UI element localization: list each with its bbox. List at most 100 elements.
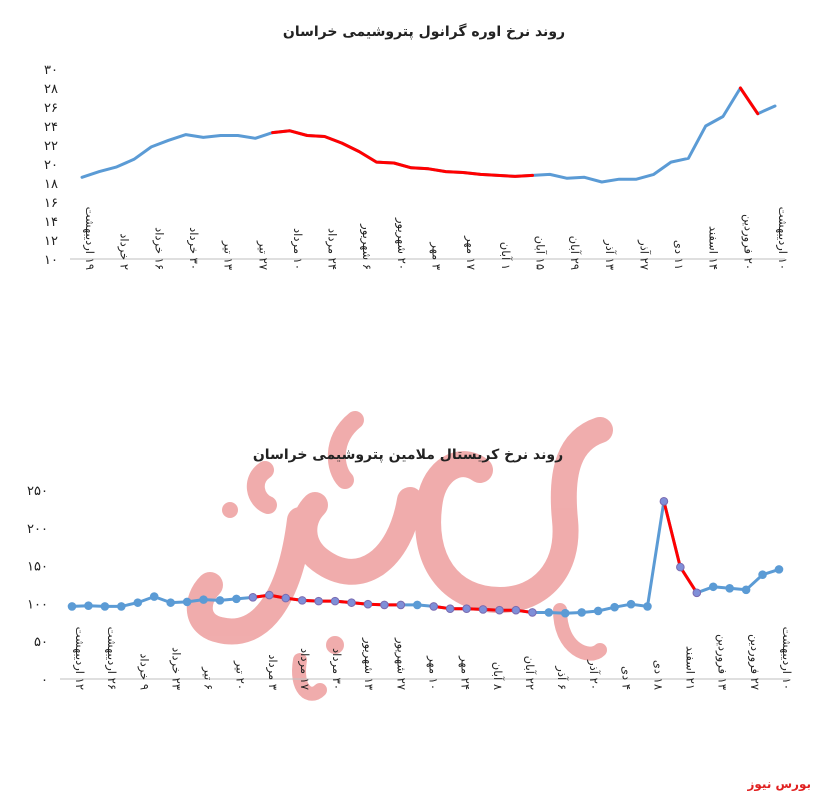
chart-melamine-data-point: [215, 596, 225, 605]
chart-melamine-data-point: [560, 608, 570, 618]
chart-melamine-data-point: [725, 583, 734, 593]
chart-melamine-data-point: [314, 596, 323, 606]
brand-footer: بورس نیوز: [747, 777, 811, 791]
chart-melamine-y-tick-label: ۱۵۰: [27, 560, 48, 575]
chart-melamine-data-point: [692, 588, 702, 598]
chart-melamine-y-tick-label: ۰: [41, 673, 48, 688]
chart-melamine-data-point: [281, 593, 291, 603]
chart-urea-x-tick-labels: ۱۹ اردیبهشت ۲ خرداد ۱۶ خرداد ۳۰ خرداد ۱۳ تیر…: [82, 207, 790, 270]
chart-melamine-x-tick-label: ۲۲ آبان: [523, 656, 537, 690]
chart-melamine-data-point: [182, 597, 192, 607]
chart-urea-y-tick-label: ۲۰: [44, 158, 58, 173]
chart-melamine-y-tick-label: ۲۰۰: [27, 522, 48, 537]
chart-melamine-data-point: [166, 598, 175, 607]
chart-melamine-y-tick-label: ۱۰۰: [27, 597, 48, 612]
watermark-logo: [186, 411, 613, 701]
chart-melamine-data-point: [67, 602, 77, 611]
chart-melamine-title: روند نرخ کریستال ملامین پتروشیمی خراسان: [253, 447, 563, 463]
chart-melamine-data-point: [265, 590, 274, 600]
chart-melamine-data-point: [149, 592, 159, 601]
chart-urea-y-tick-label: ۲۲: [44, 139, 58, 154]
chart-melamine-data-point: [462, 604, 471, 613]
chart-melamine-x-tick-label: ۲۷ شهریور: [393, 637, 408, 690]
chart-melamine-data-point: [528, 608, 537, 617]
chart-urea-x-tick-label: ۲۹ آبان: [568, 236, 582, 270]
chart-melamine-x-tick-label: ۱۲ اردیبهشت: [72, 627, 87, 690]
chart-melamine-data-point: [232, 594, 241, 604]
chart-urea-y-tick-label: ۱۴: [44, 215, 58, 230]
chart-melamine-data-point: [758, 570, 767, 579]
chart-melamine-x-tick-label: ۴ دی: [619, 666, 633, 690]
chart-melamine-y-tick-label: ۵۰: [34, 635, 48, 650]
chart-melamine-data-point: [297, 596, 307, 605]
chart-urea-x-tick-label: ۱۳ تیر: [221, 240, 236, 270]
chart-melamine-data-point: [100, 602, 110, 611]
chart-urea-highlight-segment: [271, 129, 534, 178]
chart-urea-y-tick-label: ۲۴: [44, 120, 58, 135]
chart-melamine-x-tick-label: ۱۳ فروردین: [715, 634, 730, 690]
chart-melamine-x-tick-label: ۲۳ خرداد: [168, 647, 183, 690]
chart-urea-x-tick-label: ۲۰ فروردین: [740, 214, 755, 270]
chart-urea-y-tick-label: ۲۶: [44, 101, 58, 116]
chart-melamine-data-point: [445, 604, 455, 613]
chart-urea-x-tick-label: ۲۷ تیر: [255, 240, 270, 270]
chart-melamine-data-point: [248, 593, 258, 602]
chart-urea-x-tick-label: ۱۹ اردیبهشت: [82, 207, 97, 270]
chart-urea-x-tick-label: ۱ آبان: [499, 242, 513, 270]
chart-melamine-x-tick-labels: ۱۲ اردیبهشت ۲۶ اردیبهشت ۹ خرداد ۲۳ خرداد ۶ ت…: [72, 627, 794, 690]
chart-melamine-data-point: [511, 605, 521, 615]
chart-urea-x-tick-label: ۱۰ مرداد: [290, 228, 305, 270]
chart-melamine-data-point: [84, 601, 93, 610]
chart-urea-x-tick-label: ۱۰ اردیبهشت: [775, 207, 790, 270]
chart-urea-y-tick-label: ۱۸: [44, 177, 58, 192]
chart-melamine-markers: [67, 497, 784, 618]
chart-melamine-x-tick-label: ۲۴ مهر: [458, 655, 473, 690]
chart-melamine: روند نرخ کریستال ملامین پتروشیمی خراسان …: [27, 447, 794, 690]
chart-melamine-x-tick-label: ۱۳ شهریور: [361, 637, 376, 690]
chart-urea-x-tick-label: ۲۷ آذر: [636, 239, 651, 270]
chart-melamine-x-tick-label: ۸ آبان: [491, 662, 505, 690]
chart-melamine-x-tick-label: ۲۰ تیر: [233, 660, 248, 690]
chart-melamine-data-point: [330, 596, 340, 606]
chart-urea-highlight-segment: [738, 86, 760, 116]
chart-melamine-data-point: [478, 605, 488, 614]
chart-melamine-data-point: [199, 595, 208, 604]
chart-urea-x-tick-label: ۱۱ دی: [672, 240, 686, 270]
chart-melamine-y-axis: ۰ ۵۰ ۱۰۰ ۱۵۰ ۲۰۰ ۲۵۰: [27, 484, 48, 688]
chart-urea: روند نرخ اوره گرانول پتروشیمی خراسان ۱۰۱…: [44, 23, 790, 270]
chart-urea-x-tick-label: ۱۵ آبان: [533, 236, 547, 270]
chart-urea-x-tick-label: ۱۷ مهر: [463, 235, 478, 270]
chart-urea-x-tick-label: ۳۰ خرداد: [186, 227, 201, 270]
chart-melamine-x-tick-label: ۲۱ اسفند: [684, 646, 698, 690]
chart-melamine-data-point: [380, 600, 389, 610]
chart-melamine-x-tick-label: ۳۰ مرداد: [329, 648, 344, 690]
chart-urea-y-tick-label: ۱۲: [44, 234, 58, 249]
chart-melamine-x-tick-label: ۱۰ اردیبهشت: [779, 627, 794, 690]
chart-melamine-data-point: [577, 608, 586, 617]
chart-melamine-data-point: [117, 602, 126, 611]
chart-melamine-data-point: [708, 582, 718, 592]
chart-melamine-data-point: [659, 497, 669, 506]
chart-melamine-data-point: [643, 602, 652, 611]
chart-urea-y-tick-label: ۱۰: [44, 253, 58, 268]
chart-melamine-x-tick-label: ۹ خرداد: [136, 653, 151, 690]
chart-melamine-data-point: [133, 598, 143, 607]
chart-melamine-data-point: [544, 608, 554, 617]
chart-melamine-data-point: [774, 565, 784, 574]
chart-melamine-highlight-segment: [662, 499, 699, 595]
chart-urea-x-tick-label: ۲۴ مرداد: [325, 228, 340, 270]
chart-urea-y-axis: ۱۰ ۱۲ ۱۴ ۱۶ ۱۸ ۲۰ ۲۲ ۲۴ ۲۶ ۲۸ ۳۰: [44, 63, 58, 268]
chart-melamine-data-point: [347, 598, 356, 607]
chart-urea-y-tick-label: ۲۸: [44, 82, 58, 97]
chart-melamine-data-point: [429, 602, 439, 611]
chart-urea-x-tick-label: ۳ مهر: [429, 241, 444, 270]
chart-melamine-data-point: [495, 605, 504, 615]
chart-urea-x-tick-label: ۱۴ اسفند: [707, 226, 721, 270]
chart-urea-x-tick-label: ۲۰ شهریور: [394, 217, 409, 270]
chart-melamine-y-tick-label: ۲۵۰: [27, 484, 48, 499]
chart-urea-lines: [80, 86, 777, 184]
chart-melamine-x-tick-label: ۱۰ مهر: [426, 655, 441, 690]
chart-urea-y-tick-label: ۱۶: [44, 196, 58, 211]
